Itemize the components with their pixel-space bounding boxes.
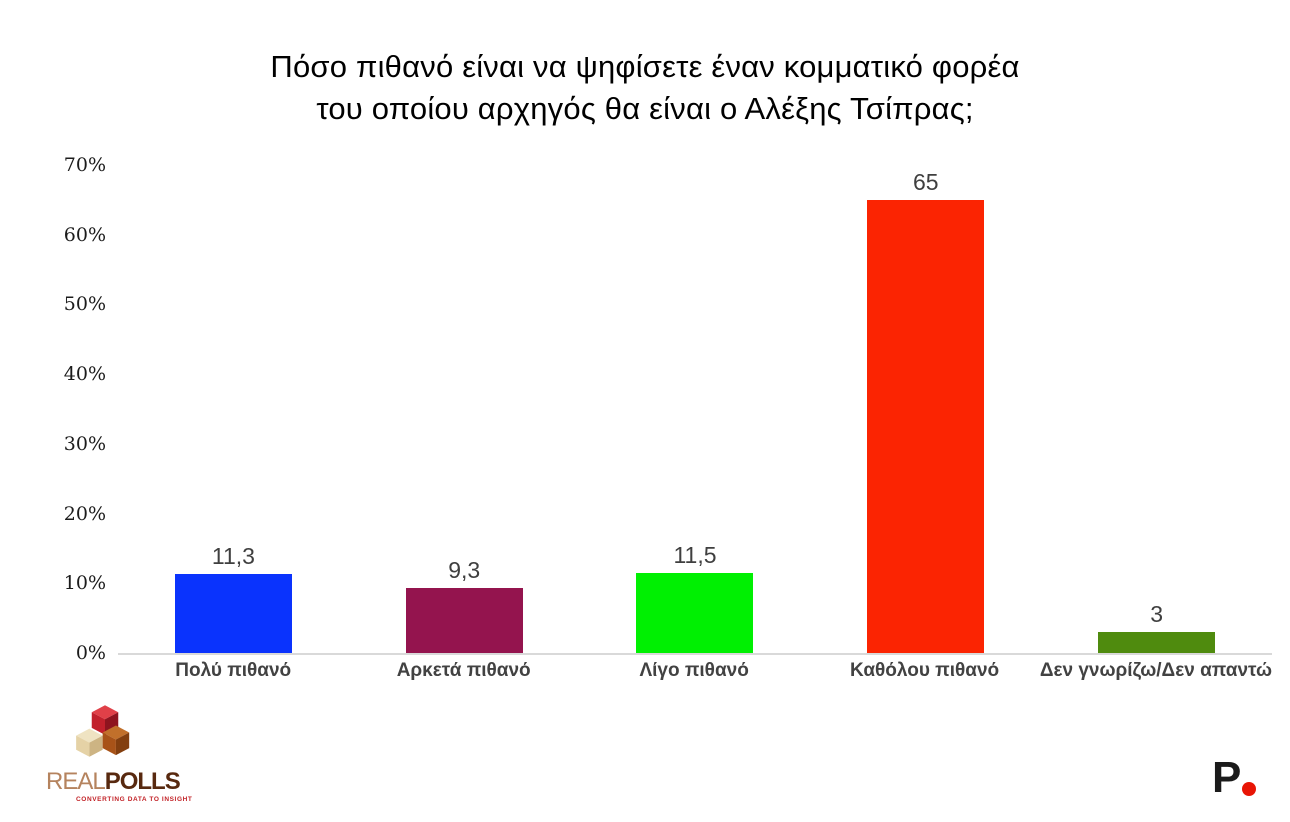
y-tick-label: 70%	[63, 154, 106, 176]
bar	[405, 588, 523, 653]
bar-value-label: 65	[912, 168, 939, 195]
realpolls-logo: REALPOLLS CONVERTING DATA TO INSIGHT	[46, 702, 193, 803]
bar	[636, 572, 754, 653]
bar-value-label: 3	[1150, 601, 1163, 628]
plot-area: 11,3 9,3 11,5 65 3	[118, 165, 1272, 655]
bar-column: 3	[1041, 165, 1272, 653]
y-tick-label: 20%	[63, 502, 106, 525]
bar-column: 9,3	[349, 165, 580, 653]
realpolls-tagline: CONVERTING DATA TO INSIGHT	[76, 796, 193, 803]
y-tick-label: 60%	[63, 223, 106, 246]
y-tick-label: 30%	[63, 432, 106, 455]
p-logo-dot-icon	[1242, 782, 1257, 796]
realpolls-wordmark-real: REAL	[46, 768, 106, 795]
bar-value-label: 11,3	[211, 543, 255, 570]
bar-column: 65	[810, 165, 1041, 653]
x-category-label: Πολύ πιθανό	[175, 660, 292, 681]
p-logo-letter: P	[1212, 753, 1241, 802]
realpolls-cubes-icon	[76, 705, 130, 757]
y-tick-label: 0%	[75, 642, 106, 664]
x-category-label: Δεν γνωρίζω/Δεν απαντώ	[1039, 660, 1273, 681]
y-tick-label: 50%	[63, 293, 106, 316]
y-axis: 0% 10% 20% 30% 40% 50% 60% 70%	[40, 154, 106, 664]
realpolls-wordmark-polls: POLLS	[104, 768, 181, 795]
bar	[867, 199, 985, 653]
chart-title-line2: του οποίου αρχηγός θα είναι ο Αλέξης Τσί…	[316, 91, 974, 126]
y-tick-label: 40%	[63, 363, 106, 386]
bar-column: 11,3	[118, 165, 349, 653]
chart-title-line1: Πόσο πιθανό είναι να ψηφίσετε έναν κομμα…	[270, 49, 1020, 84]
x-category-label: Αρκετά πιθανό	[396, 660, 531, 681]
x-category-label: Καθόλου πιθανό	[850, 660, 1000, 681]
chart-title: Πόσο πιθανό είναι να ψηφίσετε έναν κομμα…	[0, 46, 1290, 130]
bar-value-label: 9,3	[448, 557, 481, 584]
bar	[1098, 632, 1216, 653]
bar-value-label: 11,5	[673, 541, 717, 568]
y-tick-label: 10%	[63, 572, 106, 595]
p-logo: P	[1212, 753, 1257, 802]
bar-column: 11,5	[580, 165, 811, 653]
x-category-label: Λίγο πιθανό	[639, 660, 749, 681]
bars: 11,3 9,3 11,5 65 3	[118, 165, 1272, 653]
x-axis: Πολύ πιθανό Αρκετά πιθανό Λίγο πιθανό Καθόλ…	[118, 660, 1272, 682]
bar	[174, 574, 292, 653]
realpolls-wordmark: REALPOLLS	[46, 768, 181, 795]
